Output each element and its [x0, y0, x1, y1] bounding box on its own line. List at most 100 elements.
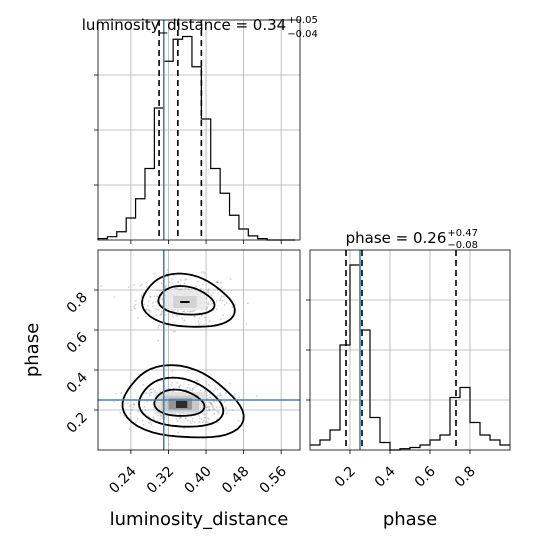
sample-point [155, 301, 157, 303]
sample-point [153, 295, 156, 298]
sample-point [159, 414, 162, 417]
sample-point [167, 313, 170, 316]
histogram-luminosity-distance-steps [97, 35, 296, 241]
sample-point [171, 370, 174, 373]
sample-point [219, 392, 222, 395]
sample-point [203, 316, 206, 319]
sample-point [141, 419, 144, 422]
sample-point [146, 400, 149, 403]
sample-point [161, 415, 164, 418]
sample-point [147, 309, 150, 311]
sample-point [148, 311, 151, 314]
sample-point [178, 386, 181, 389]
sample-point [212, 292, 214, 295]
histogram-phase-panel: 0.2 0.4 0.6 0.8 phase = 0.26 +0.47 −0.08 ph… [306, 228, 511, 530]
sample-point [246, 302, 249, 305]
sample-point [189, 310, 192, 312]
sample-point [171, 381, 174, 384]
sample-point [180, 416, 182, 419]
sample-point [220, 286, 223, 289]
sample-point [185, 417, 188, 420]
sample-point [206, 397, 209, 400]
sample-point [133, 284, 135, 286]
sample-point [159, 388, 161, 391]
sample-point [139, 284, 142, 287]
sample-point [157, 339, 160, 342]
sample-point [170, 384, 173, 387]
sample-point [130, 409, 133, 411]
sample-point [146, 308, 148, 311]
sample-point [191, 387, 194, 390]
sample-point [212, 407, 215, 410]
sample-point [220, 281, 222, 284]
sample-point [183, 288, 186, 290]
sample-point [206, 409, 209, 412]
sample-point [207, 383, 210, 386]
sample-point [160, 312, 163, 315]
sample-point [157, 414, 159, 417]
sample-point [176, 309, 179, 312]
sample-point [211, 302, 213, 305]
scatter-2d-frame [97, 249, 301, 451]
sample-point [215, 400, 218, 403]
sample-point [166, 269, 169, 271]
sample-point [133, 307, 136, 310]
luminosity-distance-upper-error: +0.05 [287, 15, 318, 26]
sample-point [151, 305, 154, 308]
y-axis-label-phase: phase [22, 323, 43, 377]
sample-point [199, 287, 202, 290]
sample-point [213, 389, 215, 392]
sample-point [172, 274, 175, 277]
sample-point [216, 410, 218, 413]
sample-point [179, 279, 182, 281]
histogram-luminosity-distance-title: luminosity_distance = 0.34 [82, 16, 286, 35]
sample-point [134, 303, 137, 306]
sample-point [255, 395, 258, 397]
sample-point [219, 297, 222, 300]
sample-point [171, 313, 174, 316]
sample-point [132, 402, 135, 405]
sample-point [210, 404, 213, 407]
sample-point [132, 406, 135, 409]
sample-point [209, 396, 212, 398]
sample-point [223, 400, 226, 403]
scatter-2d-panel: 0.24 0.32 0.40 0.48 0.56 0.2 0.4 0.6 0.8 lumino… [22, 249, 301, 530]
sample-point [188, 387, 191, 389]
sample-point [198, 323, 201, 326]
sample-point [245, 322, 248, 325]
sample-point [204, 416, 207, 419]
sample-point [195, 285, 198, 288]
sample-point [166, 275, 169, 278]
sample-point [177, 281, 180, 284]
sample-point [151, 301, 154, 304]
sample-point [195, 385, 197, 387]
sample-point [149, 296, 152, 298]
sample-point [178, 385, 181, 388]
sample-point [172, 316, 175, 318]
sample-point [208, 418, 210, 421]
scatter-2d-grid [98, 250, 300, 450]
sample-point [207, 289, 210, 292]
sample-point [152, 387, 155, 390]
sample-point [184, 287, 187, 290]
sample-point [211, 406, 214, 408]
sample-point [218, 394, 221, 397]
y-tick-label: 0.6 [64, 329, 91, 356]
sample-point [207, 292, 210, 294]
sample-point [229, 382, 231, 385]
scatter-2d-truth-lines [98, 250, 300, 450]
sample-point [144, 392, 147, 395]
sample-point [172, 282, 174, 285]
sample-point [209, 401, 212, 404]
sample-point [137, 410, 140, 413]
histogram-luminosity-distance-ticks [94, 74, 282, 244]
sample-point [215, 308, 218, 311]
sample-point [220, 318, 223, 321]
sample-point [146, 304, 149, 307]
sample-point [209, 303, 212, 306]
sample-point [208, 408, 210, 411]
sample-point [149, 421, 152, 424]
sample-point [207, 301, 210, 304]
luminosity-distance-lower-error: −0.04 [287, 29, 318, 40]
scatter-2d-ticks [94, 289, 282, 454]
